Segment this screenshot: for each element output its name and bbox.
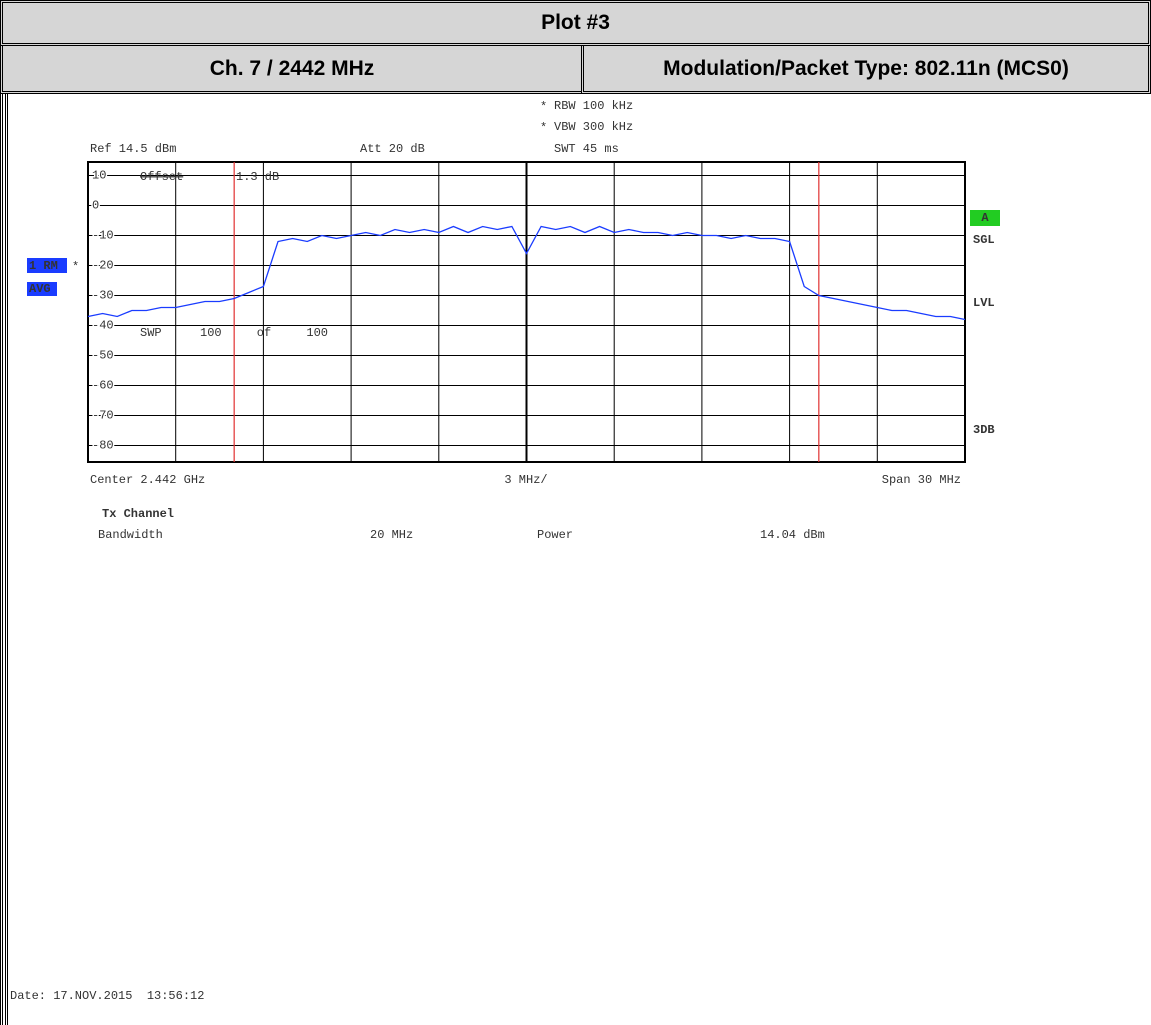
y-tick-label: -50 — [92, 349, 114, 363]
trace — [87, 225, 966, 321]
y-tick-label: -10 — [92, 229, 114, 243]
left-border — [0, 94, 8, 1025]
db3: 3DB — [973, 423, 995, 437]
title-cell: Plot #3 — [0, 0, 1151, 46]
y-tick-label: -80 — [92, 439, 114, 453]
trace-mode: 1 RM — [29, 259, 58, 273]
trace-flag: A — [981, 211, 989, 225]
att: Att 20 dB — [360, 142, 425, 156]
channel: Ch. 7 / 2442 MHz — [209, 56, 375, 80]
star: * — [540, 121, 547, 135]
lvl: LVL — [973, 296, 995, 310]
vbw: VBW 300 kHz — [554, 120, 633, 134]
y-tick-label: -60 — [92, 379, 114, 393]
detector-box — [27, 282, 57, 296]
bandwidth-label: Bandwidth — [98, 528, 163, 542]
swt: SWT 45 ms — [554, 142, 619, 156]
y-tick-label: -20 — [92, 259, 114, 273]
star: * — [72, 260, 79, 274]
star: * — [540, 100, 547, 114]
bandwidth: 20 MHz — [370, 528, 413, 542]
ref: Ref 14.5 dBm — [90, 142, 176, 156]
power-label: Power — [537, 528, 573, 542]
channel-cell: Ch. 7 / 2442 MHz — [0, 46, 584, 94]
offset: Offset — [140, 170, 183, 184]
center: Center 2.442 GHz — [90, 473, 205, 487]
modulation: Modulation/Packet Type: 802.11n (MCS0) — [663, 56, 1069, 80]
span: Span 30 MHz — [882, 473, 961, 487]
y-tick-label: -40 — [92, 319, 114, 333]
detector: AVG — [29, 282, 51, 296]
power: 14.04 dBm — [760, 528, 825, 542]
sgl: SGL — [973, 233, 995, 247]
y-tick-label: -30 — [92, 289, 114, 303]
y-tick-label: 10 — [92, 169, 106, 183]
modulation-cell: Modulation/Packet Type: 802.11n (MCS0) — [581, 46, 1151, 94]
y-tick-label: -70 — [92, 409, 114, 423]
swp: SWP — [140, 326, 162, 340]
trace-mode-box — [27, 258, 67, 273]
trace-flag-box — [970, 210, 1000, 226]
y-tick-label: 0 — [92, 199, 99, 213]
date: Date: 17.NOV.2015 13:56:12 — [10, 989, 204, 1003]
swp-count: 100 of 100 — [200, 326, 328, 340]
offset-value: 1.3 dB — [236, 170, 279, 184]
per-div: 3 MHz/ — [504, 473, 547, 487]
rbw: RBW 100 kHz — [554, 99, 633, 113]
results-heading: Tx Channel — [102, 507, 174, 521]
title: Plot #3 — [541, 11, 610, 34]
